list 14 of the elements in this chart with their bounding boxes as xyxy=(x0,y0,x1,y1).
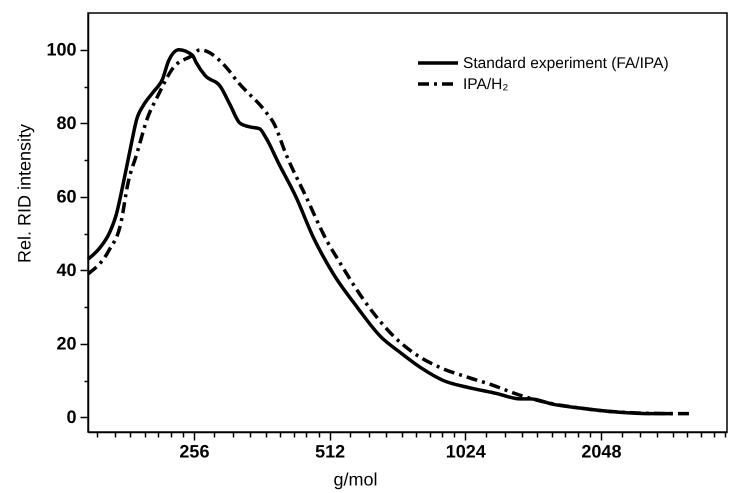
y-tick-label: 0 xyxy=(66,406,76,427)
x-tick-label: 2048 xyxy=(581,442,622,462)
x-tick-label: 1024 xyxy=(446,442,486,462)
y-axis-title: Rel. RID intensity xyxy=(14,124,34,264)
x-tick-label: 512 xyxy=(315,442,346,462)
y-tick-label: 40 xyxy=(56,260,76,280)
y-tick-label: 100 xyxy=(46,39,76,60)
legend-label: Standard experiment (FA/IPA) xyxy=(463,55,669,72)
x-axis-title: g/mol xyxy=(333,470,378,490)
y-tick-label: 60 xyxy=(56,186,76,206)
y-tick-label: 80 xyxy=(56,112,76,133)
legend-label: IPA/H₂ xyxy=(463,76,508,93)
x-tick-label: 256 xyxy=(179,442,210,462)
y-tick-label: 20 xyxy=(56,333,76,354)
